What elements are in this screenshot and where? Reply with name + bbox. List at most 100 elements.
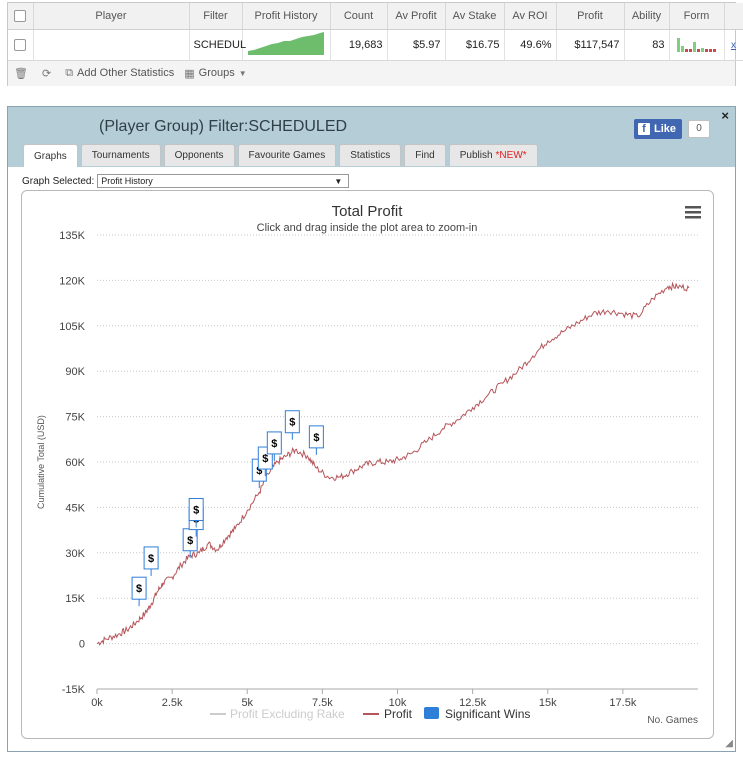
facebook-like-count: 0 — [688, 120, 710, 138]
flag-label: $ — [262, 453, 268, 465]
col-header-player[interactable]: Player — [33, 3, 190, 30]
groups-dropdown[interactable]: ▦ Groups ▼ — [184, 67, 250, 80]
chevron-down-icon: ▼ — [238, 68, 247, 78]
player-cell[interactable] — [33, 29, 190, 61]
graph-select-row: Graph Selected: Profit History ▼ — [22, 174, 350, 188]
legend-symbol-significant-wins — [424, 707, 439, 719]
select-all-checkbox[interactable] — [14, 9, 27, 22]
y-axis-label: Cumulative Total (USD) — [36, 415, 46, 509]
player-stats-table: Player Filter Profit History Count Av Pr… — [8, 3, 743, 61]
profit-line — [96, 281, 690, 646]
groups-icon: ▦ — [184, 67, 195, 80]
delete-button[interactable]: 🗑 — [14, 67, 32, 80]
x-axis-label: No. Games — [647, 715, 698, 726]
player-stats-panel: Player Filter Profit History Count Av Pr… — [7, 2, 743, 86]
significant-win-flag: $ — [308, 425, 324, 455]
y-tick-label: -15K — [62, 684, 86, 696]
tab-tournaments-label: Tournaments — [91, 150, 150, 161]
new-badge: *NEW* — [495, 150, 527, 161]
y-tick-label: 45K — [65, 502, 85, 514]
graph-select-dropdown[interactable]: Profit History ▼ — [97, 174, 350, 188]
av-roi-cell: 49.6% — [504, 29, 557, 61]
tab-publish[interactable]: Publish *NEW* — [448, 144, 538, 166]
chart-series — [96, 281, 690, 646]
av-profit-cell: $5.97 — [387, 29, 446, 61]
col-header-av-stake[interactable]: Av Stake — [445, 3, 505, 30]
tab-tournaments[interactable]: Tournaments — [80, 144, 161, 166]
x-tick-label: 10k — [389, 697, 407, 709]
add-other-statistics-button[interactable]: ⧉ Add Other Statistics — [65, 67, 174, 80]
col-header-blank — [724, 3, 743, 30]
tab-opponents[interactable]: Opponents — [163, 144, 235, 166]
significant-win-flag: $ — [266, 431, 282, 461]
significant-wins-flags: $$$$$$$$$$ — [131, 410, 324, 607]
tab-statistics[interactable]: Statistics — [339, 144, 402, 166]
facebook-like-button[interactable]: f Like — [634, 119, 682, 139]
col-header-form[interactable]: Form — [669, 3, 725, 30]
resize-handle-icon[interactable]: ◢ — [725, 738, 733, 749]
x-tick-label: 2.5k — [162, 697, 183, 709]
facebook-like-label: Like — [654, 123, 677, 135]
select-all-header[interactable] — [8, 3, 34, 30]
trash-icon: 🗑 — [14, 67, 28, 80]
close-icon[interactable]: × — [721, 108, 729, 123]
tab-find[interactable]: Find — [404, 144, 446, 166]
col-header-filter[interactable]: Filter — [189, 3, 243, 30]
x-tick-label: 7.5k — [312, 697, 333, 709]
col-header-av-profit[interactable]: Av Profit — [387, 3, 446, 30]
chart-title: Total Profit — [332, 203, 404, 220]
flag-label: $ — [271, 438, 277, 450]
flag-label: $ — [256, 465, 262, 477]
col-header-count[interactable]: Count — [330, 3, 388, 30]
count-cell: 19,683 — [330, 29, 388, 61]
significant-win-flag: $ — [143, 546, 159, 576]
chart-grid — [97, 234, 698, 690]
refresh-button[interactable]: ⟳ — [42, 67, 55, 80]
flag-box — [143, 546, 159, 570]
flag-label: $ — [136, 583, 142, 595]
chart-container[interactable]: Total Profit Click and drag inside the p… — [21, 190, 714, 739]
y-axis: -15K 0 15K 30K 45K 60K 75K 90K 105K 120K 135K — [59, 230, 85, 696]
x-tick-label: 17.5k — [609, 697, 636, 709]
y-tick-label: 120K — [59, 275, 85, 287]
legend-item-excl-rake: Profit Excluding Rake — [230, 707, 345, 721]
graph-select-value: Profit History — [101, 176, 153, 186]
tab-opponents-label: Opponents — [174, 150, 224, 161]
flag-label: $ — [289, 417, 295, 429]
col-header-profit[interactable]: Profit — [556, 3, 625, 30]
x-tick-label: 15k — [539, 697, 557, 709]
row-checkbox[interactable] — [14, 38, 27, 51]
menu-icon[interactable] — [685, 206, 701, 219]
table-row[interactable]: SCHEDUL 19,683 $5.97 $16.75 49.6% $117,5… — [8, 29, 743, 61]
tab-favourite-games[interactable]: Favourite Games — [237, 144, 337, 166]
sparkline-chart — [248, 32, 324, 55]
col-header-av-roi[interactable]: Av ROI — [504, 3, 557, 30]
panel-tabs: Graphs Tournaments Opponents Favourite G… — [23, 144, 541, 167]
y-tick-label: 75K — [65, 412, 85, 424]
flag-box — [188, 498, 204, 522]
tab-graphs[interactable]: Graphs — [23, 144, 78, 167]
col-header-profit-history[interactable]: Profit History — [242, 3, 331, 30]
table-header-row: Player Filter Profit History Count Av Pr… — [8, 3, 743, 30]
ability-cell: 83 — [624, 29, 670, 61]
remove-row-link[interactable]: x — [731, 39, 736, 51]
col-header-ability[interactable]: Ability — [624, 3, 670, 30]
tab-statistics-label: Statistics — [350, 150, 391, 161]
flag-label: $ — [193, 505, 199, 517]
form-chart — [669, 29, 725, 61]
tab-publish-label: Publish — [459, 150, 493, 161]
row-select-cell[interactable] — [8, 29, 34, 61]
significant-win-flag: $ — [284, 410, 300, 440]
profit-cell: $117,547 — [556, 29, 625, 61]
profit-chart[interactable]: Total Profit Click and drag inside the p… — [22, 191, 713, 738]
y-tick-label: 105K — [59, 321, 85, 333]
y-tick-label: 90K — [65, 366, 85, 378]
x-tick-label: 5k — [241, 697, 253, 709]
remove-row-cell[interactable]: x — [724, 29, 743, 61]
flag-box — [266, 431, 282, 455]
chart-legend: Profit Excluding Rake Profit Significant W… — [210, 707, 530, 721]
flag-label: $ — [148, 553, 154, 565]
flag-label: $ — [313, 432, 319, 444]
significant-win-flag: $ — [131, 576, 147, 607]
filter-cell: SCHEDUL — [189, 29, 246, 61]
